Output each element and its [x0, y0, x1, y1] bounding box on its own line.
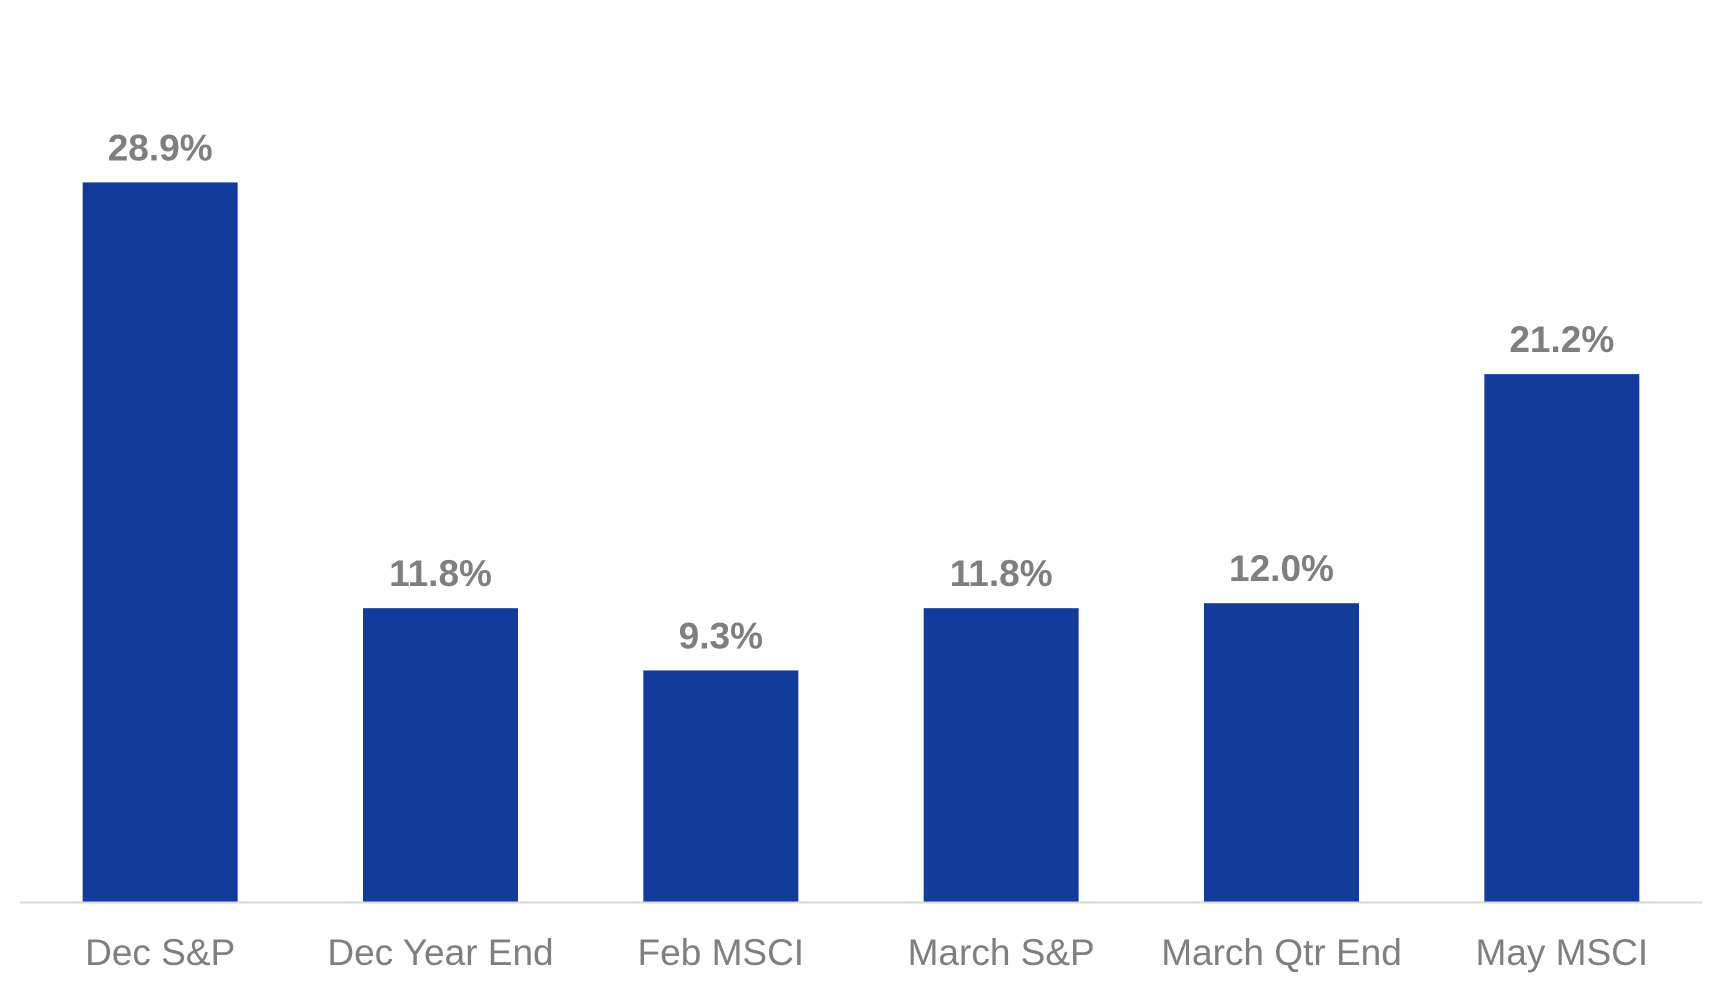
- data-label-0: 28.9%: [108, 127, 213, 168]
- data-label-4: 12.0%: [1229, 548, 1334, 589]
- data-label-1: 11.8%: [389, 553, 492, 594]
- data-label-5: 21.2%: [1509, 319, 1614, 360]
- x-tick-label-5: May MSCI: [1475, 932, 1648, 973]
- x-tick-label-2: Feb MSCI: [638, 932, 805, 973]
- bar-3: [923, 608, 1079, 902]
- x-tick-label-0: Dec S&P: [85, 932, 235, 973]
- x-tick-label-3: March S&P: [908, 932, 1095, 973]
- bar-1: [363, 608, 518, 902]
- bar-2: [643, 670, 799, 902]
- labels-layer: 28.9% Dec S&P 11.8% Dec Year End 9.3% Feb MSC…: [85, 127, 1648, 973]
- bar-0: [82, 182, 238, 902]
- data-label-2: 9.3%: [679, 615, 763, 656]
- x-tick-label-1: Dec Year End: [327, 932, 553, 973]
- bars-layer: [82, 182, 1640, 902]
- bar-4: [1204, 603, 1359, 902]
- bar-5: [1484, 374, 1640, 902]
- x-tick-label-4: March Qtr End: [1161, 932, 1402, 973]
- data-label-3: 11.8%: [950, 553, 1053, 594]
